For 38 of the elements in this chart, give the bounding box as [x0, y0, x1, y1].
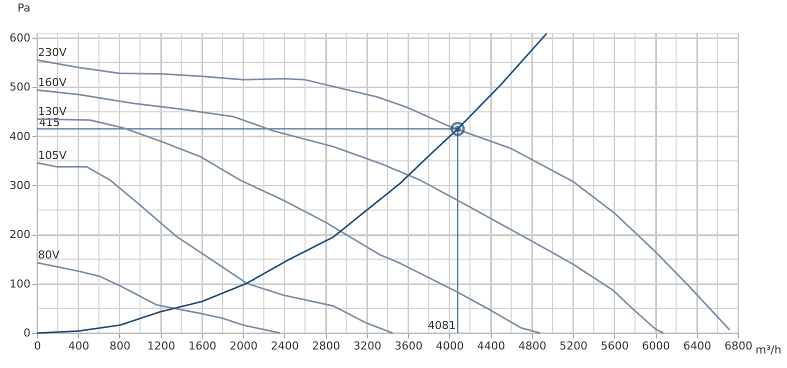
x-tick-label: 3600: [394, 340, 423, 352]
x-tick-label: 4800: [518, 340, 546, 352]
x-tick-label: 2800: [312, 340, 340, 352]
y-tick-label: 300: [10, 178, 30, 192]
x-tick-label: 4000: [436, 340, 464, 352]
y-tick-label: 200: [10, 228, 30, 242]
series-label: 105V: [38, 148, 67, 162]
line-series: [36, 162, 394, 334]
x-tick-label: 0: [34, 340, 41, 352]
series-label: 80V: [38, 248, 60, 262]
y-tick-label: 400: [10, 130, 30, 143]
line-series: [36, 118, 541, 334]
x-axis-title: m³/h: [756, 344, 782, 356]
series-label: 130V: [38, 105, 67, 118]
x-tick-label: 2000: [230, 340, 258, 352]
x-tick-label: 1200: [147, 340, 176, 352]
y-tick-label: 500: [10, 80, 30, 94]
y-axis-title: Pa: [18, 2, 30, 14]
x-tick-label: 6400: [683, 340, 712, 352]
line-series: [36, 59, 731, 331]
ref-line-label: 4081: [428, 319, 456, 332]
x-tick-label: 400: [68, 340, 90, 352]
x-tick-label: 1600: [188, 340, 216, 352]
y-tick-label: 600: [10, 31, 30, 44]
x-tick-label: 6800: [724, 340, 752, 352]
x-tick-label: 3200: [353, 340, 382, 352]
series-label: 160V: [38, 76, 67, 90]
x-tick-label: 2400: [270, 340, 299, 352]
x-tick-label: 5600: [600, 340, 629, 352]
series-label: 230V: [38, 46, 67, 60]
x-tick-label: 800: [109, 340, 130, 352]
x-tick-label: 4400: [477, 340, 506, 352]
y-tick-label: 0: [24, 326, 30, 340]
line-series: [36, 262, 281, 334]
y-tick-label: 100: [10, 277, 30, 290]
x-tick-label: 6000: [642, 340, 670, 352]
line-series: [36, 89, 664, 334]
x-tick-label: 5200: [560, 340, 588, 352]
